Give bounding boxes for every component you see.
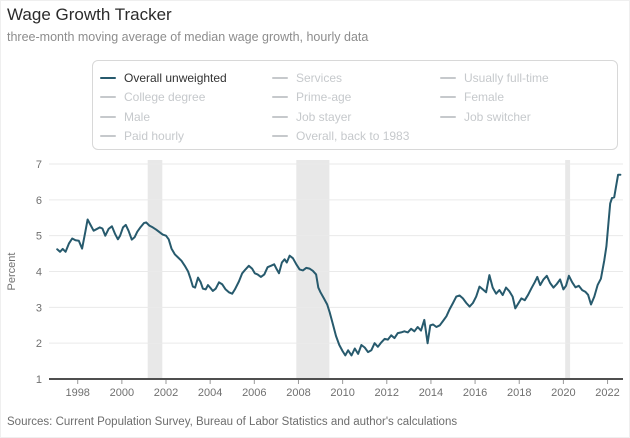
- y-axis-title: Percent: [6, 253, 18, 291]
- sources-note: Sources: Current Population Survey, Bure…: [7, 416, 458, 428]
- wage-line: [56, 173, 622, 357]
- legend-item-label: Paid hourly: [124, 129, 185, 144]
- legend-item-job-stayer[interactable]: Job stayer: [272, 107, 409, 127]
- x-tick-label: 2000: [110, 387, 134, 399]
- series-line-swatch-icon: [100, 115, 116, 118]
- x-tick-label: 1998: [65, 387, 89, 399]
- y-tick-label: 3: [36, 302, 42, 314]
- legend-item-label: Overall unweighted: [124, 70, 227, 85]
- series-line-swatch-icon: [440, 96, 456, 99]
- legend-item-paid-hourly[interactable]: Paid hourly: [100, 127, 227, 147]
- series-line-swatch-icon: [272, 135, 288, 138]
- x-tick-label: 2006: [242, 387, 266, 399]
- legend-item-label: Female: [464, 90, 505, 105]
- x-tick-label: 2022: [595, 387, 619, 399]
- y-tick-label: 5: [36, 231, 42, 243]
- legend-item-prime-age[interactable]: Prime-age: [272, 88, 409, 108]
- x-tick-label: 2002: [154, 387, 178, 399]
- x-tick-label: 2020: [551, 387, 575, 399]
- x-tick-label: 2004: [198, 387, 222, 399]
- legend-item-label: Usually full-time: [464, 70, 549, 85]
- page-subtitle: three-month moving average of median wag…: [7, 30, 369, 44]
- x-tick-label: 2010: [330, 387, 354, 399]
- legend-item-label: Male: [124, 109, 151, 124]
- series-line-swatch-icon: [100, 76, 116, 79]
- legend-item-label: College degree: [124, 90, 206, 105]
- legend-item-label: Job switcher: [464, 109, 531, 124]
- x-tick-label: 2008: [286, 387, 310, 399]
- recession-band: [565, 160, 571, 379]
- legend-item-job-switcher[interactable]: Job switcher: [440, 107, 549, 127]
- series-line-swatch-icon: [100, 135, 116, 138]
- legend-item-services[interactable]: Services: [272, 68, 409, 88]
- legend-item-overall-back-to-1983[interactable]: Overall, back to 1983: [272, 127, 409, 147]
- legend-item-label: Services: [296, 70, 343, 85]
- y-tick-label: 4: [36, 267, 42, 279]
- y-tick-label: 1: [36, 374, 42, 386]
- y-tick-label: 6: [36, 195, 42, 207]
- page-title: Wage Growth Tracker: [7, 5, 172, 24]
- series-line-swatch-icon: [100, 96, 116, 99]
- series-line-swatch-icon: [272, 96, 288, 99]
- legend-item-college-degree[interactable]: College degree: [100, 88, 227, 108]
- legend-item-label: Overall, back to 1983: [296, 129, 410, 144]
- series-legend: Overall unweighted College degree Male Paid…: [92, 60, 618, 150]
- series-line-swatch-icon: [272, 76, 288, 79]
- legend-item-usually-full-time[interactable]: Usually full-time: [440, 68, 549, 88]
- series-line-swatch-icon: [440, 76, 456, 79]
- x-tick-label: 2016: [463, 387, 487, 399]
- legend-item-overall-unweighted[interactable]: Overall unweighted: [100, 68, 227, 88]
- legend-column: Overall unweighted College degree Male Paid…: [100, 68, 227, 146]
- x-tick-label: 2018: [507, 387, 531, 399]
- legend-item-label: Prime-age: [296, 90, 352, 105]
- y-tick-label: 7: [36, 159, 42, 171]
- y-tick-label: 2: [36, 338, 42, 350]
- series-line-swatch-icon: [272, 115, 288, 118]
- recession-band: [147, 160, 163, 379]
- legend-column: Usually full-time Female Job switcher: [440, 68, 549, 127]
- x-tick-label: 2012: [375, 387, 399, 399]
- x-tick-label: 2014: [419, 387, 443, 399]
- legend-item-label: Job stayer: [296, 109, 352, 124]
- legend-item-female[interactable]: Female: [440, 88, 549, 108]
- legend-item-male[interactable]: Male: [100, 107, 227, 127]
- legend-column: Services Prime-age Job stayer Overall, back…: [272, 68, 409, 146]
- series-line-swatch-icon: [440, 115, 456, 118]
